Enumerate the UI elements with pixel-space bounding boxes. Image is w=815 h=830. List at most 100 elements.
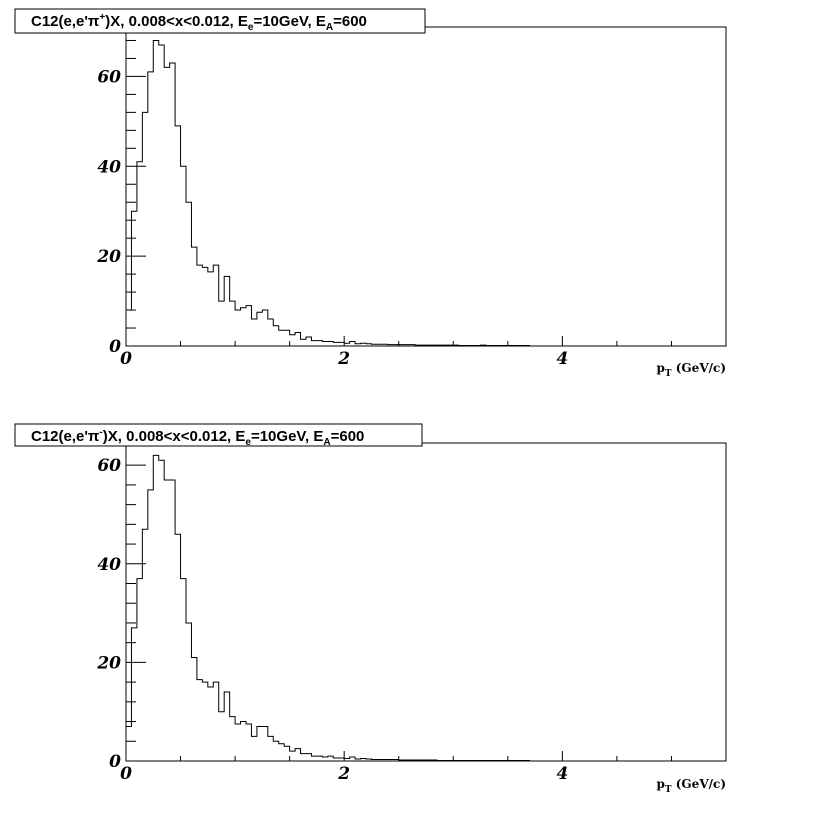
histogram-bar	[295, 333, 300, 346]
histogram-bar	[148, 72, 153, 346]
histogram-bar	[257, 726, 262, 761]
histogram-bar	[262, 310, 267, 346]
histogram-bar	[170, 63, 175, 346]
histogram-outline	[125, 454, 531, 762]
histogram-bar	[301, 339, 306, 346]
histogram-bar	[175, 534, 180, 761]
plot-frame	[125, 442, 727, 762]
histogram-bar	[137, 162, 142, 346]
x-axis-title: pT (GeV/c)	[656, 361, 726, 379]
histogram-panel-top: 0 20 40 60 0 2 4 pT (GeV/c) C12(e,e'π+)X, 0.008<…	[14, 8, 727, 379]
histogram-bar	[317, 341, 322, 346]
y-tick-label: 40	[97, 157, 121, 177]
histogram-bar	[224, 276, 229, 346]
histogram-bar	[213, 682, 218, 761]
x-axis-title: pT (GeV/c)	[656, 777, 726, 795]
histogram-bar	[148, 490, 153, 761]
histogram-bar	[175, 126, 180, 346]
histogram-bar	[290, 751, 295, 761]
histogram-bar	[279, 330, 284, 346]
histogram-bar	[235, 724, 240, 761]
histogram-outline	[125, 39, 531, 347]
histogram-bar	[268, 736, 273, 761]
histogram-bar	[202, 682, 207, 761]
histogram-bar	[273, 326, 278, 346]
histogram-bar	[251, 319, 256, 346]
histogram-bar	[181, 166, 186, 346]
chart-title: C12(e,e'π+)X, 0.008<x<0.012, Ee=10GeV, E…	[31, 12, 367, 33]
histogram-bar	[164, 480, 169, 761]
histogram-bar	[191, 657, 196, 761]
histogram-bar	[224, 692, 229, 761]
histogram-bar	[186, 202, 191, 346]
histogram-bar	[317, 756, 322, 761]
histogram-bar	[333, 342, 338, 346]
histogram-bar	[350, 342, 355, 346]
histogram-bar	[246, 724, 251, 761]
y-tick-label: 40	[97, 555, 121, 575]
histogram-bins	[126, 455, 530, 761]
histogram-bar	[208, 272, 213, 346]
histogram-bar	[311, 341, 316, 346]
histogram-bar	[208, 687, 213, 761]
chart-title-box	[14, 8, 426, 34]
histogram-bar	[284, 330, 289, 346]
x-tick-label: 4	[556, 349, 568, 369]
histogram-bar	[339, 342, 344, 346]
histogram-bar	[181, 579, 186, 761]
histogram-bar	[257, 312, 262, 346]
histogram-bar	[290, 335, 295, 346]
histogram-bar	[328, 342, 333, 346]
histogram-bar	[279, 744, 284, 761]
histogram-bar	[235, 310, 240, 346]
histogram-bar	[213, 265, 218, 346]
histogram-bar	[268, 319, 273, 346]
y-tick-label: 60	[97, 67, 121, 87]
x-tick-label: 4	[556, 764, 568, 784]
histogram-bar	[306, 337, 311, 346]
histogram-bar	[202, 267, 207, 346]
histogram-panel-bottom: 0 20 40 60 0 2 4 pT (GeV/c) C12(e,e'π-)X, 0.008<…	[14, 423, 727, 795]
histogram-bar	[126, 726, 131, 761]
histogram-bar	[251, 736, 256, 761]
histogram-bar	[170, 480, 175, 761]
x-tick-label: 2	[337, 764, 350, 784]
chart-title: C12(e,e'π-)X, 0.008<x<0.012, Ee=10GeV, E…	[31, 427, 364, 448]
histogram-bar	[219, 712, 224, 761]
histogram-bar	[153, 455, 158, 761]
histogram-bar	[301, 754, 306, 761]
histogram-bar	[191, 247, 196, 346]
histogram-bar	[186, 623, 191, 761]
histogram-bar	[311, 756, 316, 761]
histogram-bar	[262, 726, 267, 761]
histogram-bar	[306, 754, 311, 761]
x-tick-label: 0	[120, 349, 132, 369]
y-tick-label: 60	[97, 456, 121, 476]
histogram-bar	[159, 460, 164, 761]
histogram-bar	[322, 757, 327, 761]
histogram-bar	[142, 112, 147, 346]
x-tick-label: 0	[120, 764, 132, 784]
histogram-bar	[164, 67, 169, 346]
histogram-bar	[284, 746, 289, 761]
histogram-bar	[322, 342, 327, 346]
histogram-bar	[350, 757, 355, 761]
x-tick-label: 2	[337, 349, 350, 369]
histogram-bar	[137, 579, 142, 761]
histogram-bar	[230, 301, 235, 346]
histogram-bar	[241, 308, 246, 346]
histogram-bar	[246, 306, 251, 346]
plot-frame	[125, 26, 727, 347]
chart-title-box	[14, 423, 423, 447]
histogram-bar	[295, 749, 300, 761]
histogram-bar	[159, 45, 164, 346]
y-tick-label: 20	[96, 247, 121, 267]
histogram-bar	[219, 301, 224, 346]
histogram-bar	[197, 680, 202, 761]
histogram-bar	[131, 211, 136, 346]
y-tick-label: 0	[109, 337, 121, 357]
histogram-bar	[197, 265, 202, 346]
histogram-bar	[230, 717, 235, 761]
y-tick-label: 0	[109, 752, 121, 772]
histogram-bar	[153, 40, 158, 346]
